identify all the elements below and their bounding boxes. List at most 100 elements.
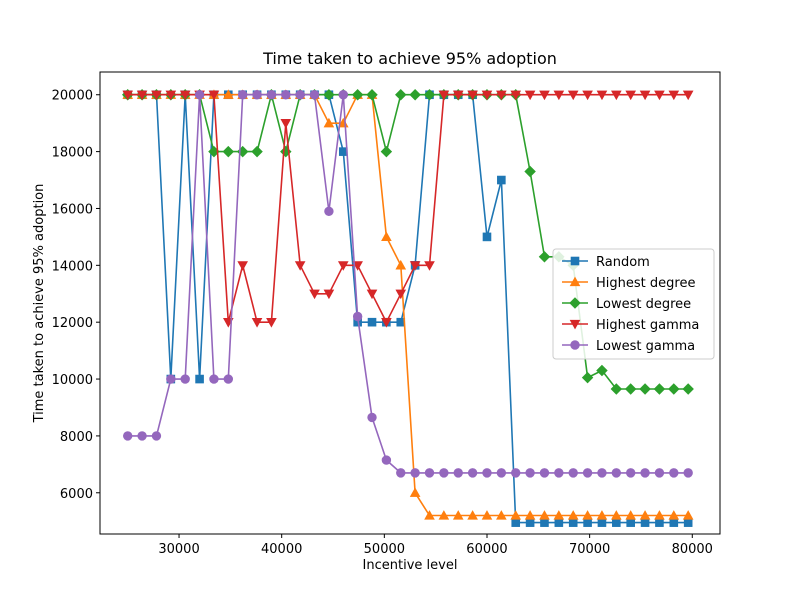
data-point [640,518,650,527]
y-tick-label: 6000 [60,487,93,502]
y-axis: 6000 8000 10000 12000 14000 16000 18000 20000 [52,89,100,502]
data-point [624,383,637,395]
legend-label: Random [596,255,650,270]
data-point [337,261,349,271]
data-point [583,518,592,527]
data-point [424,468,435,478]
data-point [179,90,191,101]
data-point [496,468,507,478]
data-point [612,518,621,527]
data-point [409,487,421,497]
data-point [280,119,292,129]
data-point [351,89,364,101]
data-point [423,89,436,101]
data-point [524,90,536,101]
data-point [682,383,694,395]
data-point [381,318,392,328]
data-point [611,510,622,520]
data-point [352,261,363,271]
data-point [682,90,694,101]
data-point [554,468,564,478]
data-point [639,383,651,395]
data-point [510,90,522,101]
data-point [467,90,478,101]
data-point [682,510,694,520]
data-point [640,468,650,478]
data-point [524,510,536,520]
data-point [323,89,335,101]
data-point [251,145,263,158]
data-point [539,468,550,478]
data-point [626,518,635,527]
data-point [151,431,162,441]
data-point [597,468,607,478]
y-tick-label: 20000 [52,89,93,104]
data-point [625,510,637,520]
data-point [596,90,608,101]
data-point [137,431,147,441]
data-point [482,468,492,478]
data-point [625,90,637,101]
series-line [127,93,689,390]
data-point [366,89,378,101]
data-point [669,518,679,527]
data-point [180,374,190,384]
data-point [195,374,204,384]
legend-marker [569,276,581,287]
data-point [669,468,679,478]
data-point [467,510,478,520]
data-point [481,510,493,520]
series-highest-gamma [122,90,694,328]
data-point [324,206,334,217]
x-tick-label: 30000 [158,542,199,557]
data-point [208,90,220,101]
legend-marker [570,340,580,350]
data-point [395,259,407,270]
data-point [409,89,421,101]
data-point [453,468,463,478]
legend-box [552,248,715,360]
data-point [294,261,306,271]
data-point [222,145,235,158]
data-point [568,468,578,478]
data-point [511,518,521,527]
data-point [395,289,407,300]
x-tick-label: 40000 [261,542,302,557]
data-point [366,289,378,300]
data-point [396,468,406,478]
data-point [467,468,478,478]
data-point [654,468,665,478]
data-point [151,90,162,101]
data-point [223,374,234,384]
x-tick-label: 50000 [364,542,405,557]
data-point [496,90,507,101]
data-point [452,510,464,520]
data-point [367,412,377,423]
data-point [539,90,550,101]
data-point [510,510,522,520]
data-point [380,145,393,158]
data-point [338,90,348,100]
y-tick-label: 18000 [52,146,93,161]
data-point [323,117,335,128]
y-axis-label: Time taken to achieve 95% adoption [32,184,47,424]
legend-label: Lowest gamma [596,339,695,354]
data-point [165,90,177,101]
data-point [582,90,593,101]
data-point [194,90,205,100]
data-point [237,261,248,271]
plot-frame [99,71,721,535]
data-point [567,510,579,520]
chart-title: Time taken to achieve 95% adoption [262,49,557,68]
data-point [424,261,435,271]
data-point [538,251,551,263]
data-point [610,383,623,395]
data-point [395,89,407,101]
data-point [439,468,449,478]
y-tick-label: 12000 [52,316,93,331]
data-point [136,90,148,101]
data-point [668,383,680,395]
series-line [127,93,689,474]
series-lowest-gamma [123,90,693,478]
data-point [452,90,464,101]
